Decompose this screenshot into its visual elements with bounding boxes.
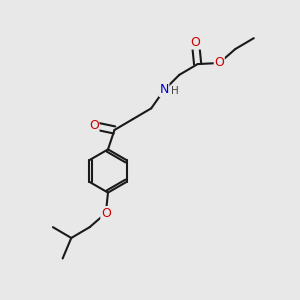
Text: O: O [101, 207, 111, 220]
Text: O: O [89, 119, 99, 132]
Text: N: N [160, 83, 169, 97]
Text: O: O [214, 56, 224, 70]
Text: O: O [190, 36, 200, 49]
Text: H: H [171, 86, 178, 97]
